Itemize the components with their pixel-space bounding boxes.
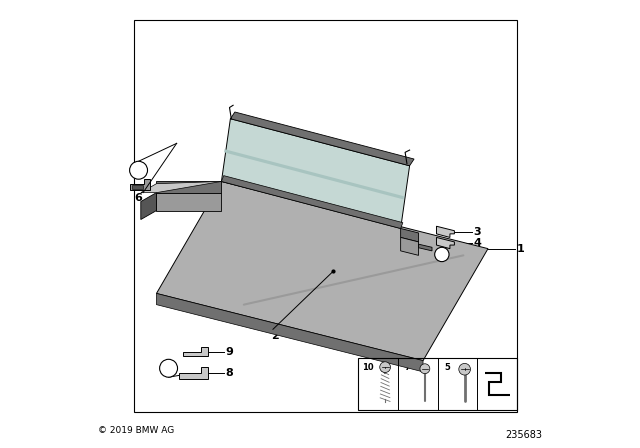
- Circle shape: [380, 362, 390, 373]
- Polygon shape: [156, 181, 221, 193]
- Polygon shape: [156, 193, 221, 211]
- Polygon shape: [179, 367, 208, 379]
- Polygon shape: [221, 119, 410, 228]
- Text: 4: 4: [474, 238, 481, 248]
- Text: 5: 5: [445, 363, 451, 372]
- Polygon shape: [156, 293, 423, 372]
- Polygon shape: [221, 176, 403, 228]
- Text: 235683: 235683: [505, 431, 541, 440]
- Polygon shape: [401, 237, 419, 255]
- Text: 7: 7: [405, 363, 411, 372]
- Text: 3: 3: [474, 227, 481, 237]
- Polygon shape: [156, 181, 488, 361]
- Bar: [358, 358, 517, 410]
- Text: 10: 10: [163, 364, 174, 373]
- Circle shape: [420, 364, 430, 374]
- Polygon shape: [436, 226, 454, 237]
- Text: 6: 6: [134, 193, 143, 203]
- Text: 2: 2: [271, 331, 279, 341]
- Circle shape: [459, 363, 470, 375]
- Text: © 2019 BMW AG: © 2019 BMW AG: [98, 426, 175, 435]
- Circle shape: [159, 359, 177, 377]
- Polygon shape: [436, 237, 454, 249]
- Text: 9: 9: [225, 347, 233, 357]
- Bar: [134, 20, 517, 412]
- Polygon shape: [132, 185, 143, 189]
- Polygon shape: [141, 181, 221, 193]
- Polygon shape: [129, 179, 150, 190]
- Circle shape: [435, 247, 449, 262]
- Polygon shape: [419, 244, 432, 251]
- Polygon shape: [183, 347, 208, 356]
- Text: 5: 5: [439, 250, 445, 259]
- Text: 8: 8: [225, 368, 233, 378]
- Polygon shape: [141, 193, 156, 220]
- Circle shape: [129, 161, 147, 179]
- Polygon shape: [224, 149, 404, 199]
- Polygon shape: [401, 228, 419, 242]
- Text: 7: 7: [135, 165, 142, 175]
- Text: 1: 1: [516, 244, 524, 254]
- Text: 10: 10: [362, 363, 374, 372]
- Polygon shape: [230, 112, 414, 166]
